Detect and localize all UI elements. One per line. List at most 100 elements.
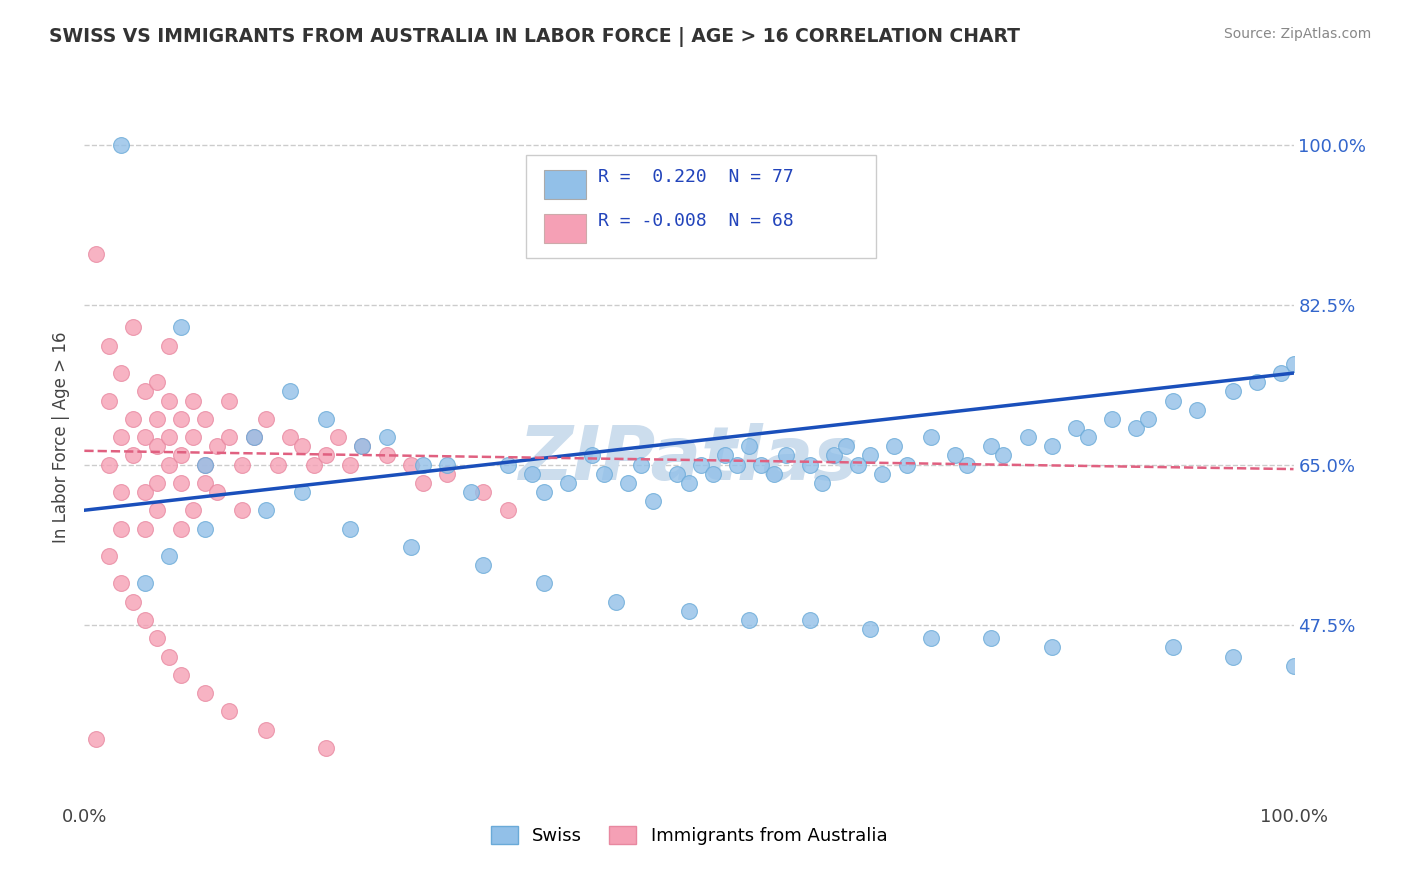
Point [97, 339, 120, 353]
Point [1270, 366, 1292, 380]
Point [146, 632, 169, 646]
Point [1185, 402, 1208, 417]
Point [110, 485, 132, 500]
Point [315, 448, 337, 462]
Text: SWISS VS IMMIGRANTS FROM AUSTRALIA IN LABOR FORCE | AGE > 16 CORRELATION CHART: SWISS VS IMMIGRANTS FROM AUSTRALIA IN LA… [49, 27, 1021, 46]
Point [181, 503, 204, 517]
Point [278, 384, 301, 399]
Point [412, 458, 434, 472]
Point [1137, 412, 1160, 426]
Point [291, 485, 314, 500]
Point [170, 448, 193, 462]
Point [86, 731, 108, 746]
Point [194, 521, 217, 535]
Point [690, 458, 713, 472]
Point [436, 458, 458, 472]
Point [412, 475, 434, 490]
Point [1077, 430, 1099, 444]
Point [194, 475, 217, 490]
Point [641, 494, 664, 508]
Point [207, 439, 229, 453]
Point [278, 430, 301, 444]
Point [254, 412, 277, 426]
Point [738, 439, 761, 453]
Point [157, 430, 180, 444]
Point [207, 485, 229, 500]
Point [557, 475, 579, 490]
Point [956, 458, 979, 472]
Point [714, 448, 737, 462]
Point [97, 393, 120, 408]
Point [146, 439, 169, 453]
Point [218, 430, 240, 444]
Point [872, 467, 894, 481]
Point [702, 467, 724, 481]
Point [593, 467, 616, 481]
Point [811, 475, 834, 490]
Point [859, 448, 882, 462]
Point [533, 485, 555, 500]
Point [315, 412, 337, 426]
Point [315, 740, 337, 755]
Point [920, 430, 942, 444]
Point [665, 467, 688, 481]
Point [1222, 649, 1244, 664]
FancyBboxPatch shape [544, 214, 586, 244]
Point [823, 448, 845, 462]
Point [1064, 421, 1087, 435]
Point [328, 430, 350, 444]
Point [399, 458, 422, 472]
Point [738, 613, 761, 627]
Point [1040, 640, 1063, 655]
Point [993, 448, 1015, 462]
Point [980, 632, 1002, 646]
Point [231, 458, 253, 472]
Point [146, 412, 169, 426]
Point [146, 475, 169, 490]
Point [1101, 412, 1123, 426]
Point [97, 458, 120, 472]
Point [1161, 640, 1184, 655]
Point [1040, 439, 1063, 453]
Point [170, 667, 193, 681]
Point [242, 430, 264, 444]
Point [339, 458, 361, 472]
Point [146, 375, 169, 389]
Point [472, 558, 495, 573]
Point [883, 439, 905, 453]
Point [1246, 375, 1268, 389]
Point [980, 439, 1002, 453]
Point [134, 485, 156, 500]
Point [375, 448, 398, 462]
Point [472, 485, 495, 500]
Point [170, 412, 193, 426]
Point [352, 439, 374, 453]
Point [157, 549, 180, 563]
Point [846, 458, 869, 472]
Point [920, 632, 942, 646]
Point [170, 521, 193, 535]
Y-axis label: In Labor Force | Age > 16: In Labor Force | Age > 16 [52, 331, 70, 543]
Point [533, 576, 555, 591]
Legend: Swiss, Immigrants from Australia: Swiss, Immigrants from Australia [484, 819, 894, 852]
FancyBboxPatch shape [544, 170, 586, 200]
Point [242, 430, 264, 444]
Text: Source: ZipAtlas.com: Source: ZipAtlas.com [1223, 27, 1371, 41]
Point [110, 521, 132, 535]
Point [762, 467, 785, 481]
Point [97, 549, 120, 563]
Point [170, 475, 193, 490]
Point [218, 393, 240, 408]
Point [157, 649, 180, 664]
Point [678, 604, 700, 618]
Point [1017, 430, 1039, 444]
Point [835, 439, 858, 453]
Point [799, 458, 821, 472]
Point [436, 467, 458, 481]
Point [157, 393, 180, 408]
Point [121, 594, 143, 608]
Point [581, 448, 603, 462]
Point [194, 686, 217, 700]
Point [1125, 421, 1147, 435]
Text: R = -0.008  N = 68: R = -0.008 N = 68 [599, 212, 794, 230]
